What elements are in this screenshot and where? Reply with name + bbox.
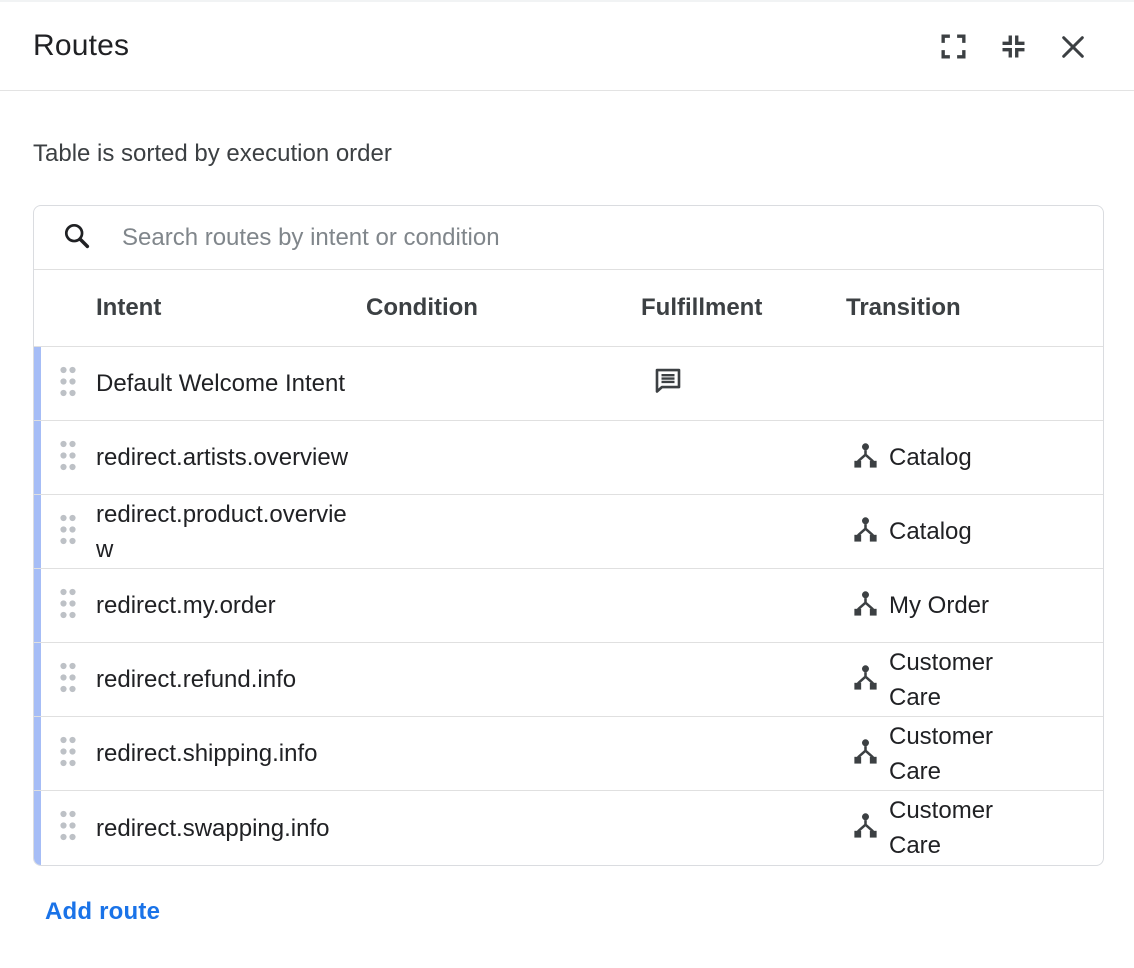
route-transition-cell: Customer Care — [846, 645, 1103, 715]
route-intent: redirect.my.order — [96, 592, 276, 619]
route-fulfillment-cell — [641, 366, 846, 401]
route-transition-target[interactable]: Customer Care — [889, 722, 994, 785]
page-title: Routes — [33, 29, 130, 62]
route-intent-cell: redirect.artists.overview — [96, 440, 366, 475]
route-intent-cell: redirect.refund.info — [96, 662, 366, 697]
route-intent: redirect.shipping.info — [96, 740, 318, 767]
row-handle-cell — [34, 439, 96, 477]
route-intent: redirect.swapping.info — [96, 814, 330, 842]
row-handle-cell — [34, 587, 96, 625]
column-header-fulfillment: Fulfillment — [641, 294, 763, 321]
route-transition-target[interactable]: Customer Care — [889, 648, 994, 711]
drag-handle-icon[interactable] — [58, 439, 78, 477]
route-transition-target[interactable]: Catalog — [889, 518, 972, 545]
route-intent: redirect.product.overview — [96, 500, 347, 563]
routes-rows: Default Welcome Intent — [34, 347, 1103, 865]
page-icon — [851, 663, 889, 697]
column-header-transition: Transition — [846, 294, 961, 321]
table-row[interactable]: redirect.shipping.info Cust — [34, 717, 1103, 791]
routes-search — [34, 206, 1103, 270]
page-icon — [851, 811, 889, 845]
page-icon — [851, 441, 889, 475]
drag-handle-icon[interactable] — [58, 587, 78, 625]
route-intent: Default Welcome Intent — [96, 370, 346, 397]
route-transition-cell: Customer Care — [846, 719, 1103, 789]
page-icon — [851, 515, 889, 549]
table-row[interactable]: redirect.artists.overview C — [34, 421, 1103, 495]
route-intent: redirect.refund.info — [96, 666, 297, 693]
row-handle-cell — [34, 735, 96, 773]
sort-note: Table is sorted by execution order — [33, 140, 392, 167]
search-icon — [61, 220, 92, 256]
table-row[interactable]: redirect.refund.info Custom — [34, 643, 1103, 717]
exit-fullscreen-button[interactable] — [997, 31, 1029, 63]
drag-handle-icon[interactable] — [58, 809, 78, 847]
close-button[interactable] — [1057, 31, 1089, 63]
route-transition-cell: My Order — [846, 588, 1103, 623]
fullscreen-icon — [938, 31, 969, 62]
add-route-button[interactable]: Add route — [45, 898, 161, 925]
dialog-header: Routes — [0, 2, 1134, 91]
column-header-condition: Condition — [366, 294, 478, 321]
table-row[interactable]: redirect.my.order My Order — [34, 569, 1103, 643]
page-icon — [851, 589, 889, 623]
route-transition-target[interactable]: My Order — [889, 592, 990, 619]
route-transition-cell: Catalog — [846, 440, 1103, 475]
table-row[interactable]: Default Welcome Intent — [34, 347, 1103, 421]
drag-handle-icon[interactable] — [58, 365, 78, 403]
row-handle-cell — [34, 513, 96, 551]
route-intent-cell: redirect.shipping.info — [96, 736, 366, 771]
route-transition-cell: Customer Care — [846, 793, 1103, 863]
route-transition-target[interactable]: Catalog — [889, 444, 972, 471]
route-transition-cell: Catalog — [846, 514, 1103, 549]
page-icon — [851, 737, 889, 771]
route-intent-cell: redirect.product.overview — [96, 497, 366, 567]
column-header-intent: Intent — [96, 294, 162, 321]
row-handle-cell — [34, 365, 96, 403]
route-intent-cell: redirect.swapping.info — [96, 811, 366, 846]
dialog-actions — [937, 2, 1089, 91]
drag-handle-icon[interactable] — [58, 661, 78, 699]
fullscreen-button[interactable] — [937, 31, 969, 63]
route-transition-target[interactable]: Customer Care — [889, 797, 994, 859]
chat-icon — [641, 366, 683, 401]
drag-handle-icon[interactable] — [58, 513, 78, 551]
drag-handle-icon[interactable] — [58, 735, 78, 773]
table-header-row: Intent Condition Fulfillment Transition — [34, 270, 1103, 347]
routes-table: Intent Condition Fulfillment Transition … — [33, 205, 1104, 866]
exit-fullscreen-icon — [998, 31, 1029, 62]
route-intent-cell: redirect.my.order — [96, 588, 366, 623]
route-intent-cell: Default Welcome Intent — [96, 366, 366, 401]
search-input[interactable] — [122, 212, 1083, 263]
table-row[interactable]: redirect.swapping.info Cust — [34, 791, 1103, 865]
route-intent: redirect.artists.overview — [96, 444, 349, 471]
row-handle-cell — [34, 661, 96, 699]
close-icon — [1057, 31, 1089, 63]
row-handle-cell — [34, 809, 96, 847]
table-row[interactable]: redirect.product.overview C — [34, 495, 1103, 569]
